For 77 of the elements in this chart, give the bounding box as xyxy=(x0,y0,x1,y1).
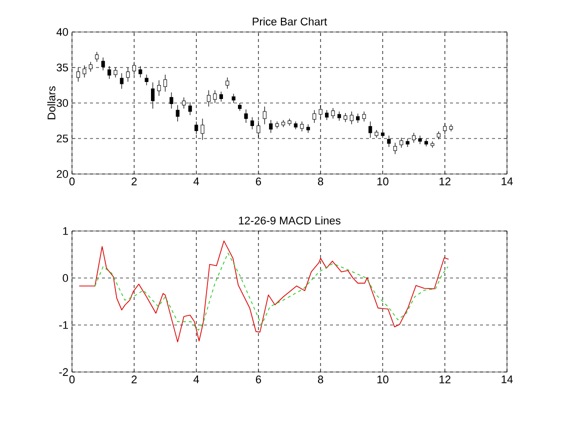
candlestick xyxy=(356,113,360,124)
y-tick-label: -1 xyxy=(59,321,68,329)
candlestick xyxy=(101,57,105,71)
y-tick-label: 35 xyxy=(56,64,68,72)
y-tick-label: 25 xyxy=(56,134,68,142)
y-tick-label: 1 xyxy=(63,227,68,235)
candlestick xyxy=(82,65,86,78)
chart-title: 12-26-9 MACD Lines xyxy=(238,216,340,224)
candlestick xyxy=(368,121,372,138)
candlestick xyxy=(331,108,335,119)
candlestick xyxy=(126,67,130,82)
x-tick-label: 2 xyxy=(132,376,137,384)
candlestick xyxy=(95,52,99,62)
candlestick xyxy=(232,93,236,104)
x-tick-label: 10 xyxy=(377,178,388,186)
candlestick xyxy=(114,67,118,78)
candlestick xyxy=(400,137,404,148)
candlestick xyxy=(144,74,148,86)
x-tick-label: 8 xyxy=(318,178,324,186)
candlestick xyxy=(170,92,174,109)
candlestick xyxy=(107,66,112,80)
candlestick xyxy=(138,66,142,78)
x-tick-label: 0 xyxy=(69,376,75,384)
candlestick xyxy=(88,62,92,72)
candlestick xyxy=(194,121,198,135)
line-series xyxy=(94,252,448,331)
y-tick-label: -2 xyxy=(59,368,68,376)
y-tick-label: 20 xyxy=(56,170,68,178)
x-tick-label: 10 xyxy=(377,376,388,384)
candlestick xyxy=(337,111,342,122)
candlestick xyxy=(182,97,186,109)
y-tick-label: 40 xyxy=(56,28,68,36)
candlestick xyxy=(418,135,422,144)
x-tick-label: 8 xyxy=(318,376,324,384)
candlestick xyxy=(120,72,124,90)
x-tick-label: 6 xyxy=(256,178,262,186)
candlestick xyxy=(188,102,192,116)
candlestick xyxy=(312,110,316,124)
x-tick-label: 12 xyxy=(440,178,450,186)
candlestick xyxy=(300,121,304,132)
candlestick xyxy=(176,104,180,122)
y-tick-label: 0 xyxy=(62,274,68,282)
candlestick xyxy=(387,135,391,148)
candlestick xyxy=(318,104,322,119)
candlestick xyxy=(262,106,266,125)
candlestick xyxy=(219,91,223,102)
x-tick-label: 4 xyxy=(193,376,200,384)
candlestick xyxy=(250,116,254,130)
candlestick xyxy=(200,118,204,140)
candlestick xyxy=(226,77,230,90)
candlestick xyxy=(163,74,168,92)
x-tick-label: 4 xyxy=(193,178,200,186)
x-tick-label: 2 xyxy=(132,178,137,186)
candlestick xyxy=(269,120,273,134)
candlestick xyxy=(350,111,354,125)
candlestick xyxy=(150,82,155,109)
candlestick xyxy=(213,90,217,104)
candlestick xyxy=(244,109,248,124)
y-axis-title: Dollars xyxy=(47,86,56,120)
x-tick-label: 12 xyxy=(440,376,450,384)
candlestick xyxy=(132,62,136,75)
candlestick xyxy=(157,80,161,96)
candlestick xyxy=(362,111,366,122)
candlestick xyxy=(256,120,260,138)
x-tick-label: 0 xyxy=(69,178,75,186)
candlestick xyxy=(443,122,447,135)
candlestick xyxy=(393,142,397,154)
x-tick-label: 14 xyxy=(502,178,513,186)
chart-title: Price Bar Chart xyxy=(252,17,328,26)
x-tick-label: 14 xyxy=(502,376,513,384)
y-tick-label: 30 xyxy=(56,99,68,107)
candlestick xyxy=(412,132,416,144)
candlestick xyxy=(324,110,329,120)
candlestick xyxy=(206,90,211,107)
x-tick-label: 6 xyxy=(256,376,262,384)
candlestick xyxy=(344,112,348,122)
candlestick xyxy=(76,67,80,82)
